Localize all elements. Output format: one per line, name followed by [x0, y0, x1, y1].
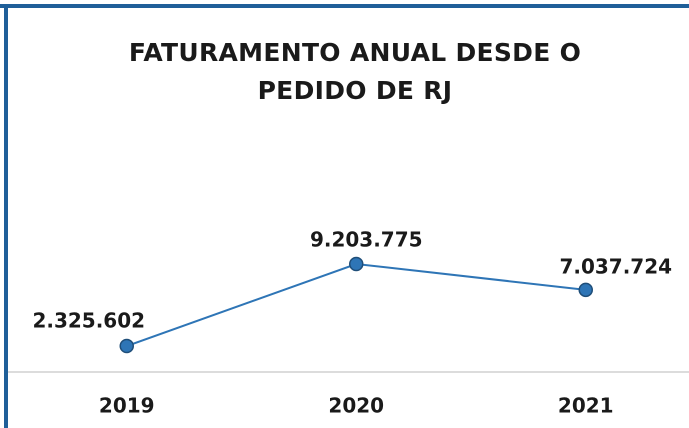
data-label: 7.037.724 — [559, 254, 672, 278]
line — [126, 262, 586, 347]
chart-title: FATURAMENTO ANUAL DESDE O PEDIDO DE RJ — [128, 38, 582, 105]
marker — [578, 282, 593, 298]
x-tick-label: 2020 — [328, 394, 384, 418]
marker — [119, 338, 134, 354]
x-tick-label: 2019 — [99, 394, 155, 418]
marker — [349, 256, 364, 272]
data-label: 2.325.602 — [32, 309, 145, 333]
x-tick-label: 2021 — [558, 394, 614, 418]
data-label: 9.203.775 — [310, 228, 423, 252]
